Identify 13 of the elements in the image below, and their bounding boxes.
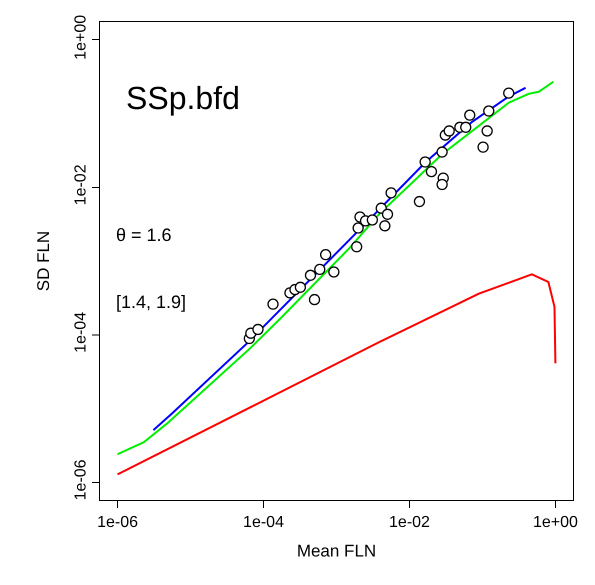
y-tick-label: 1e-04: [72, 312, 90, 353]
y-tick-label: 1e-06: [72, 459, 90, 500]
annotation: [1.4, 1.9]: [116, 292, 186, 312]
y-axis-title: SD FLN: [34, 230, 54, 292]
y-tick-label: 1e+00: [72, 14, 90, 60]
annotation: θ = 1.6: [116, 225, 172, 245]
y-tick-label: 1e-02: [72, 164, 90, 206]
x-tick-label: 1e-06: [97, 514, 138, 532]
annotation: SSp.bfd: [126, 80, 240, 116]
x-tick-label: 1e-04: [243, 514, 284, 532]
x-tick-label: 1e+00: [532, 514, 578, 532]
x-tick-label: 1e-02: [389, 514, 430, 532]
x-axis-title: Mean FLN: [296, 542, 376, 561]
